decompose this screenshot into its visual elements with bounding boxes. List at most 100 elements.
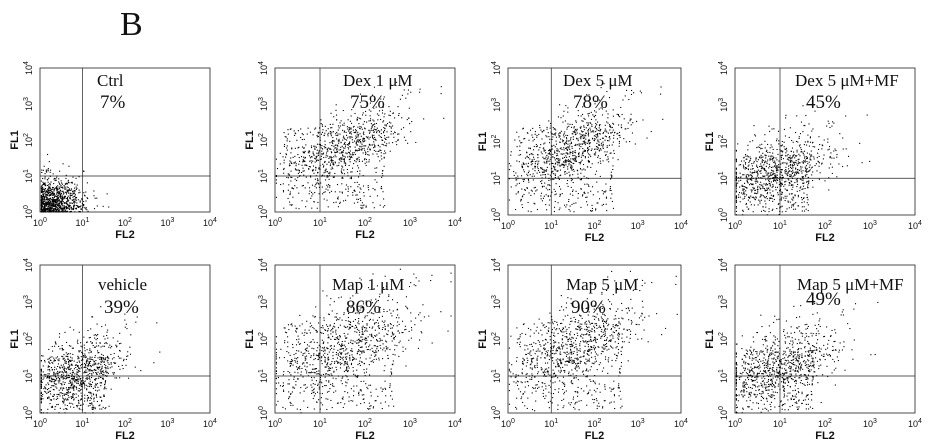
scatter-point [57, 359, 59, 361]
scatter-point [61, 202, 64, 204]
scatter-point [607, 156, 609, 158]
scatter-point [289, 193, 291, 196]
scatter-point [290, 402, 292, 404]
scatter-point [77, 339, 79, 341]
scatter-point [363, 159, 366, 161]
scatter-point [104, 342, 106, 344]
scatter-point [341, 158, 343, 161]
scatter-point [524, 157, 527, 159]
scatter-point [579, 137, 581, 139]
scatter-point [546, 166, 548, 168]
scatter-point [54, 195, 56, 197]
scatter-point [123, 360, 125, 362]
scatter-point [338, 164, 340, 166]
scatter-point [81, 363, 83, 366]
scatter-point [608, 144, 610, 146]
scatter-point [571, 161, 573, 163]
scatter-point [50, 399, 53, 401]
scatter-point [47, 202, 49, 204]
scatter-point [87, 197, 89, 200]
scatter-point [85, 371, 87, 374]
scatter-point [530, 164, 532, 166]
scatter-point [78, 189, 80, 191]
scatter-point [549, 158, 551, 160]
scatter-point [515, 172, 517, 174]
scatter-point [310, 371, 313, 373]
scatter-point [740, 179, 742, 181]
scatter-point [549, 150, 551, 152]
scatter-point [807, 184, 809, 186]
scatter-point [620, 82, 622, 84]
scatter-point [69, 205, 71, 207]
scatter-point [516, 160, 518, 162]
scatter-point [751, 172, 753, 174]
scatter-point [828, 167, 830, 169]
scatter-point [764, 134, 766, 136]
scatter-point [76, 368, 78, 371]
scatter-point [326, 163, 328, 165]
scatter-point [54, 366, 56, 368]
scatter-point [575, 121, 577, 123]
scatter-point [565, 160, 567, 162]
scatter-point [98, 405, 100, 407]
y-tick-label: 100 [491, 208, 502, 222]
scatter-point [756, 164, 758, 166]
scatter-point [323, 172, 325, 174]
scatter-point [319, 143, 321, 145]
scatter-point [595, 148, 597, 150]
scatter-point [49, 399, 51, 401]
scatter-point [51, 210, 53, 212]
scatter-point [567, 146, 569, 148]
scatter-point [519, 140, 521, 142]
scatter-point [755, 157, 757, 159]
scatter-point [577, 140, 579, 142]
scatter-point [321, 153, 323, 155]
scatter-point [321, 148, 324, 150]
scatter-point [604, 124, 606, 126]
scatter-point [349, 132, 351, 134]
scatter-point [350, 154, 352, 156]
scatter-point [62, 198, 64, 200]
scatter-point [766, 163, 768, 165]
scatter-point [71, 396, 73, 399]
scatter-point [341, 172, 343, 174]
scatter-point [769, 159, 771, 161]
scatter-point [386, 143, 388, 145]
scatter-point [548, 149, 550, 151]
scatter-point [45, 208, 47, 210]
scatter-point [520, 199, 522, 201]
scatter-point [583, 125, 585, 127]
scatter-point [551, 171, 553, 173]
scatter-point [757, 159, 759, 161]
scatter-point [778, 166, 780, 168]
scatter-point [796, 178, 798, 180]
scatter-point [555, 140, 557, 142]
scatter-point [58, 178, 60, 180]
scatter-point [65, 362, 67, 365]
scatter-point [377, 299, 379, 302]
scatter-point [63, 196, 65, 198]
scatter-point [81, 409, 83, 411]
scatter-point [58, 345, 60, 347]
scatter-point [275, 175, 277, 178]
scatter-point [46, 208, 49, 210]
scatter-point [766, 161, 768, 163]
scatter-point [744, 182, 746, 184]
scatter-point [742, 185, 744, 187]
scatter-point [81, 202, 83, 205]
scatter-point [301, 133, 303, 135]
scatter-point [321, 186, 323, 188]
scatter-point [61, 349, 63, 351]
scatter-point [809, 141, 811, 143]
scatter-point [545, 152, 547, 154]
scatter-point [56, 373, 58, 375]
scatter-point [381, 188, 383, 190]
scatter-point [92, 359, 94, 361]
scatter-point [52, 373, 55, 375]
scatter-point [802, 153, 804, 155]
scatter-point [567, 143, 569, 145]
scatter-point [562, 141, 564, 143]
scatter-point [91, 342, 93, 345]
scatter-point [599, 138, 601, 140]
scatter-point [560, 153, 562, 155]
